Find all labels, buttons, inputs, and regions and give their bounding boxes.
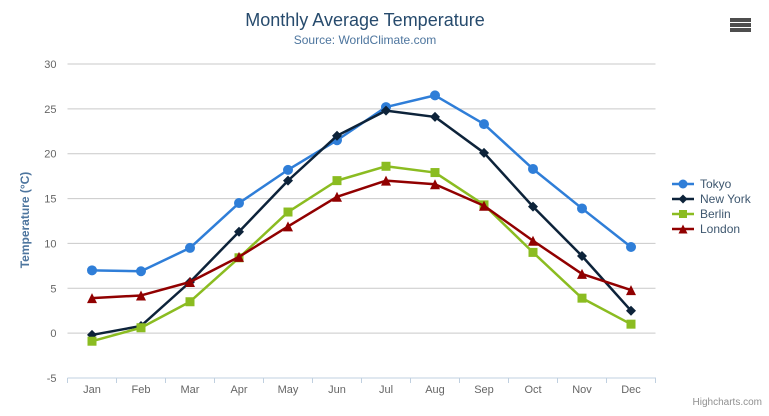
point-marker-berlin [283,207,293,217]
x-axis-label: Dec [621,384,641,396]
point-marker-berlin [185,297,195,307]
point-marker-london [136,290,146,301]
x-axis-label: Apr [230,384,247,396]
legend-marker-triangle-icon [672,224,694,234]
point-marker-berlin [87,336,97,346]
point-marker-berlin [577,293,587,303]
x-axis-label: May [278,384,299,396]
point-marker-new-york [430,111,440,122]
point-marker-berlin [430,168,440,178]
legend-item-tokyo[interactable]: Tokyo [671,178,751,190]
legend-marker-shape [679,210,687,218]
legend-label: Berlin [700,207,731,221]
chart-context-menu-button[interactable] [727,14,757,36]
legend-marker-shape [678,179,688,189]
point-marker-london [528,235,538,246]
x-axis-label: Nov [572,384,592,396]
point-marker-tokyo [479,119,489,130]
x-axis-label: Jan [83,384,101,396]
point-marker-london [479,200,489,211]
y-axis-label: 15 [44,194,56,206]
point-marker-london [577,268,587,279]
point-marker-london [332,191,342,202]
legend-label: Tokyo [700,177,732,191]
series-london[interactable] [87,175,636,304]
point-marker-berlin [626,319,636,329]
legend-marker-square-icon [672,210,694,218]
point-marker-berlin [332,176,342,186]
series-line-london [90,179,633,300]
legend-item-new-york[interactable]: New York [671,193,751,205]
point-marker-tokyo [577,203,587,214]
point-marker-london [626,285,636,296]
point-marker-berlin [381,161,391,171]
x-axis-label: Oct [524,384,541,396]
y-axis-label: -5 [47,373,57,385]
y-axis-label: 25 [44,104,56,116]
chart-subtitle: Source: WorldClimate.com [293,33,437,47]
point-marker-tokyo [87,265,97,276]
series-new-york[interactable] [87,105,636,340]
point-marker-london [283,221,293,232]
point-marker-berlin [528,247,538,257]
legend-label: New York [700,192,751,206]
legend-marker-diamond-icon [672,194,694,204]
point-marker-london [87,293,97,304]
y-axis-label: 30 [44,59,56,71]
point-marker-london [430,179,440,190]
point-marker-new-york [479,147,489,158]
legend-marker-shape [678,194,688,204]
y-axis-label: 5 [50,283,56,295]
legend-label: London [700,222,741,236]
x-axis-label: Sep [474,384,494,396]
point-marker-london [234,251,244,262]
point-marker-new-york [283,175,293,186]
point-marker-tokyo [234,198,244,209]
x-axis-label: Aug [425,384,445,396]
series-line-new-york [90,109,633,337]
point-marker-tokyo [136,266,146,277]
series-tokyo[interactable] [87,90,636,277]
point-marker-berlin [136,323,146,333]
point-marker-tokyo [283,164,293,175]
point-marker-new-york [626,305,636,316]
point-marker-new-york [381,105,391,116]
point-marker-london [185,277,195,288]
point-marker-tokyo [626,242,636,253]
legend: Tokyo New York Berlin London [671,178,751,235]
series-line-berlin [90,165,633,343]
x-axis-label: Mar [181,384,200,396]
legend-marker-shape [678,224,688,234]
point-marker-new-york [577,250,587,261]
y-axis-label: 20 [44,149,56,161]
hamburger-icon [730,18,754,32]
point-marker-new-york [234,226,244,237]
y-axis-label: 0 [50,328,56,340]
legend-marker-circle-icon [672,179,694,189]
chart-title: Monthly Average Temperature [245,10,485,30]
point-marker-london [381,175,391,186]
point-marker-new-york [332,130,342,141]
point-marker-tokyo [185,242,195,253]
x-axis-label: Jun [328,384,346,396]
x-axis-label: Feb [132,384,151,396]
point-marker-tokyo [430,90,440,101]
highcharts-credits-link[interactable]: Highcharts.com [692,397,762,408]
legend-item-berlin[interactable]: Berlin [671,208,751,220]
point-marker-new-york [528,201,538,212]
point-marker-tokyo [528,163,538,174]
legend-item-london[interactable]: London [671,223,751,235]
series-line-tokyo [90,94,633,273]
series-berlin[interactable] [87,161,636,346]
x-axis-label: Jul [379,384,393,396]
y-axis-label: 10 [44,238,56,250]
